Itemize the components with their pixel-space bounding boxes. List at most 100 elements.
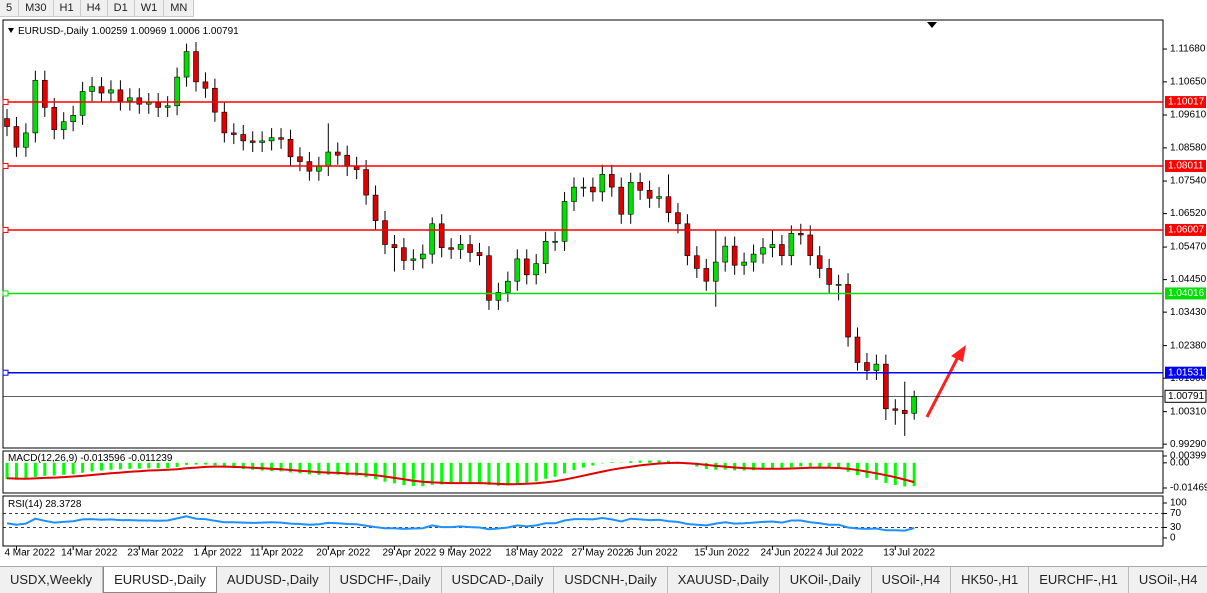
candle-body xyxy=(590,187,595,192)
macd-bar xyxy=(308,463,311,474)
chart-tab[interactable]: UKOil-,Daily xyxy=(780,567,872,593)
macd-bar xyxy=(497,463,500,486)
candle-body xyxy=(449,248,454,250)
macd-bar xyxy=(469,463,472,483)
x-tick-label: 14 Mar 2022 xyxy=(61,548,118,559)
candle-body xyxy=(80,91,85,115)
candle-body xyxy=(269,138,274,141)
candle-body xyxy=(316,166,321,171)
candle-body xyxy=(279,138,284,140)
candle-body xyxy=(505,281,510,292)
indicator-name: RSI(14) xyxy=(8,499,42,510)
candle-body xyxy=(14,127,19,148)
candle-body xyxy=(619,187,624,214)
x-tick-label: 6 Jun 2022 xyxy=(628,548,678,559)
chart-tab[interactable]: USDCAD-,Daily xyxy=(442,567,555,593)
macd-bar xyxy=(450,463,453,484)
level-label: 1.10017 xyxy=(1168,97,1205,108)
candle-body xyxy=(354,166,359,169)
timeframe-button[interactable]: H1 xyxy=(54,0,81,16)
macd-bar xyxy=(53,463,56,476)
candle-body xyxy=(118,90,123,101)
macd-bar xyxy=(24,463,27,479)
candle-body xyxy=(732,246,737,265)
level-label: 1.08011 xyxy=(1168,161,1204,172)
candle-body xyxy=(685,224,690,256)
candle-body xyxy=(808,235,813,256)
chart: 1.116801.106501.096101.085801.075401.065… xyxy=(0,0,1207,566)
chart-tab[interactable]: USOil-,H4 xyxy=(1129,567,1207,593)
chart-tab[interactable]: AUDUSD-,Daily xyxy=(217,567,330,593)
panel-title: MACD(12,26,9) -0.013596 -0.011239 xyxy=(8,453,173,464)
candle-body xyxy=(534,264,539,275)
chart-tab[interactable]: USDX,Weekly xyxy=(0,567,103,593)
timeframe-button[interactable]: 5 xyxy=(0,0,19,16)
candle-body xyxy=(779,245,784,256)
candle-body xyxy=(430,224,435,254)
x-tick-label: 1 Apr 2022 xyxy=(193,548,242,559)
macd-bar xyxy=(109,463,112,470)
candle-body xyxy=(99,87,104,93)
macd-bar xyxy=(43,463,46,476)
macd-bar xyxy=(525,463,528,483)
candle-body xyxy=(250,141,255,143)
macd-bar xyxy=(6,463,9,479)
timeframe-button[interactable]: W1 xyxy=(135,0,165,16)
chart-tab[interactable]: EURUSD-,Daily xyxy=(103,567,217,593)
candle-body xyxy=(581,187,586,188)
macd-bar xyxy=(412,463,415,486)
macd-bar xyxy=(213,463,216,466)
macd-bar xyxy=(582,463,585,468)
timeframe-button[interactable]: M30 xyxy=(19,0,53,16)
candle-body xyxy=(42,80,47,107)
macd-bar xyxy=(610,462,613,463)
candle-body xyxy=(628,182,633,214)
candle-body xyxy=(108,90,113,93)
macd-bar xyxy=(601,463,604,464)
chart-tab[interactable]: USDCNH-,Daily xyxy=(554,567,667,593)
macd-bar xyxy=(459,463,462,484)
macd-bar xyxy=(440,463,443,485)
candle-body xyxy=(71,115,76,121)
macd-bar xyxy=(629,461,632,463)
candle-body xyxy=(383,221,388,245)
low-value: 1.0006 xyxy=(169,26,200,37)
rsi-panel xyxy=(3,496,1163,546)
candle-body xyxy=(817,256,822,269)
chart-tab[interactable]: HK50-,H1 xyxy=(951,567,1029,593)
chart-tab[interactable]: XAUUSD-,Daily xyxy=(668,567,780,593)
macd-bar xyxy=(809,463,812,467)
candle-body xyxy=(883,364,888,409)
x-tick-label: 18 May 2022 xyxy=(505,548,563,559)
candle-body xyxy=(902,410,907,413)
timeframe-button[interactable]: D1 xyxy=(108,0,135,16)
candle-body xyxy=(364,170,369,196)
chart-tab[interactable]: EURCHF-,H1 xyxy=(1029,567,1129,593)
candle-body xyxy=(260,141,265,143)
timeframe-button[interactable]: H4 xyxy=(81,0,108,16)
candle-body xyxy=(562,201,567,241)
candle-body xyxy=(137,98,142,104)
macd-bar xyxy=(894,463,897,485)
candle-body xyxy=(477,252,482,255)
macd-bar xyxy=(119,463,122,470)
macd-bar xyxy=(15,463,18,480)
timeframe-button[interactable]: MN xyxy=(164,0,194,16)
macd-bar xyxy=(516,463,519,484)
candle-body xyxy=(392,245,397,248)
candle-body xyxy=(742,262,747,265)
x-tick-label: 24 Jun 2022 xyxy=(760,548,815,559)
chart-tab[interactable]: USDCHF-,Daily xyxy=(330,567,442,593)
level-handle xyxy=(3,227,8,232)
candle-body xyxy=(713,262,718,281)
macd-bar xyxy=(591,463,594,466)
macd-bar xyxy=(544,463,547,479)
candle-body xyxy=(127,98,132,101)
candle-body xyxy=(798,233,803,235)
level-handle xyxy=(3,164,8,169)
candle-body xyxy=(212,88,217,112)
chart-tab[interactable]: USOil-,H4 xyxy=(872,567,952,593)
macd-value: -0.013596 xyxy=(80,453,125,464)
candle-body xyxy=(864,363,869,371)
